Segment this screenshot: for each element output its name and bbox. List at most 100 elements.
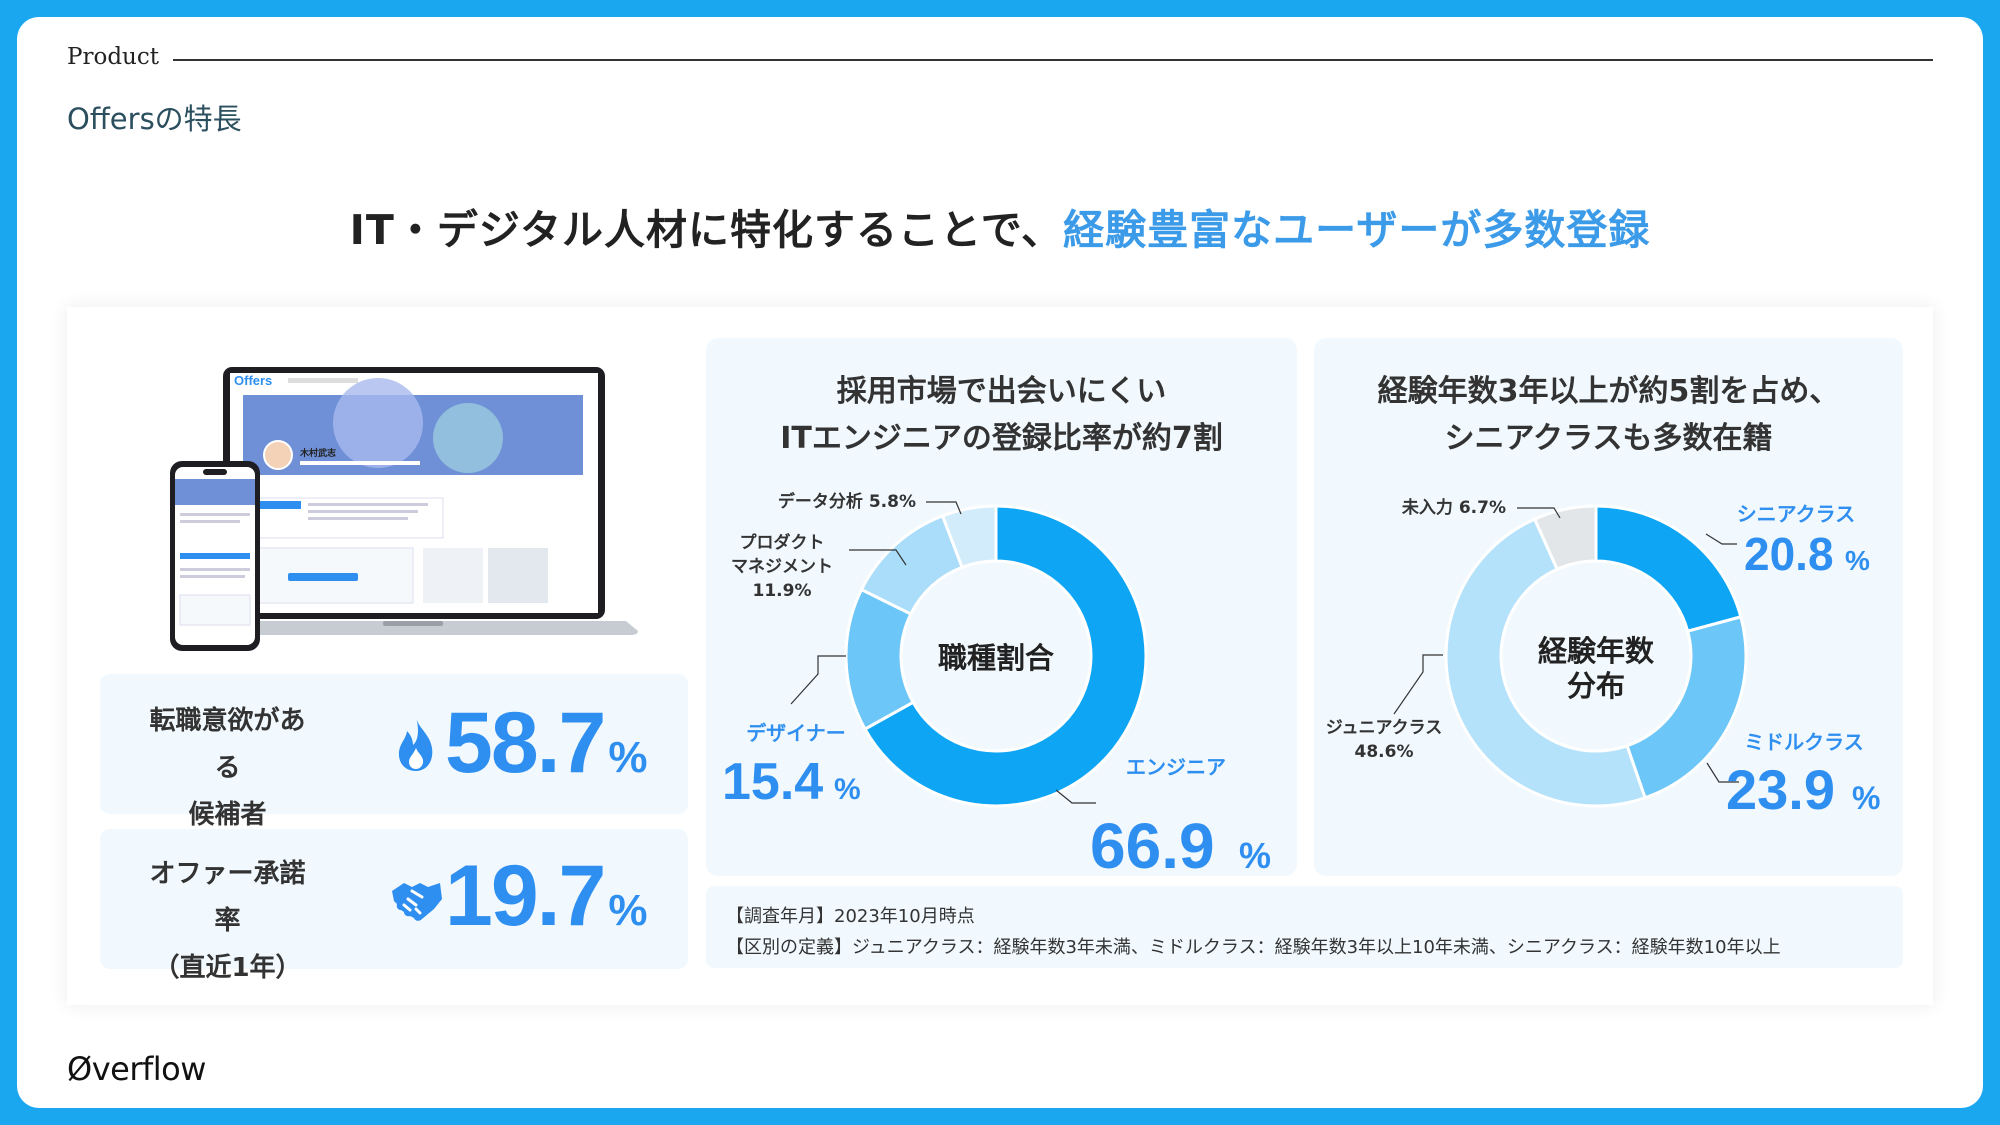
- leader-line-pm: [849, 549, 907, 566]
- donut-slices: [1444, 504, 1748, 808]
- cover-shape: [433, 403, 503, 473]
- class-definition-note: 【区別の定義】ジュニアクラス：経験年数3年未満、ミドルクラス：経験年数3年以上1…: [726, 937, 1781, 958]
- section-label: Product: [67, 44, 159, 70]
- stat-label-line2: （直近1年）: [153, 953, 302, 983]
- header-rule: [172, 59, 1933, 61]
- slice-label-pm-line1: プロダクト: [740, 532, 825, 553]
- stat-value: 58.7%: [445, 694, 648, 793]
- stat-card-acceptance: オファー承諾率 （直近1年） 19.7%: [100, 829, 688, 983]
- slice-unit-senior: %: [1845, 545, 1870, 576]
- chart-title-line1: 採用市場で出会いにくい: [836, 374, 1167, 409]
- stat-number: 58.7: [445, 695, 606, 791]
- next-action-badge: [246, 501, 301, 509]
- slice-label-junior: ジュニアクラス: [1326, 718, 1443, 738]
- stat-label: 転職意欲がある候補者: [140, 698, 315, 839]
- chart-card-experience: 経験年数3年以上が約5割を占め、 シニアクラスも多数在籍 経験年数 分布 未入力 …: [1314, 338, 1903, 876]
- text-line: [308, 503, 428, 506]
- chart-title-line2: ITエンジニアの登録比率が約7割: [780, 421, 1223, 456]
- laptop-notch: [383, 621, 443, 626]
- stat-value: 19.7%: [445, 847, 648, 946]
- device-mockup-illustration: Offers 木村武志: [170, 367, 638, 651]
- donut-slice-3: [940, 504, 998, 570]
- leader-line-middle: [1706, 762, 1739, 783]
- slide-headline: IT・デジタル人材に特化することで、経験豊富なユーザーが多数登録: [0, 196, 2000, 256]
- leader-line-engineer: [1055, 789, 1096, 804]
- slice-value-junior: 48.6%: [1355, 742, 1414, 762]
- job-card: [488, 548, 548, 603]
- text-line: [308, 517, 408, 520]
- text-line: [308, 510, 418, 513]
- leader-line-junior: [1393, 654, 1443, 715]
- donut-slice-3: [1532, 504, 1598, 572]
- slice-value-senior: 20.8: [1744, 528, 1834, 580]
- slice-value-middle: 23.9: [1726, 758, 1835, 821]
- text-line: [180, 575, 245, 578]
- profile-avatar: [263, 440, 293, 470]
- donut-slice-0: [1594, 504, 1743, 634]
- job-card: [423, 548, 483, 603]
- headline-main: IT・デジタル人材に特化することで、: [349, 206, 1064, 254]
- headline-accent: 経験豊富なユーザーが多数登録: [1063, 206, 1651, 254]
- donut-slices: [844, 504, 1148, 808]
- slide-subtitle: Offersの特長: [67, 102, 242, 136]
- donut-center-label-line2: 分布: [1567, 669, 1625, 703]
- cover-shape: [333, 378, 423, 468]
- leader-line-data: [926, 501, 962, 515]
- slice-unit-designer: %: [834, 773, 861, 806]
- chart-title: 経験年数3年以上が約5割を占め、 シニアクラスも多数在籍: [1314, 368, 1903, 462]
- app-button: [288, 573, 358, 581]
- donut-slice-2: [1444, 517, 1647, 808]
- stat-unit: %: [608, 886, 647, 935]
- flame-icon: [398, 717, 433, 771]
- phone-notch: [203, 469, 227, 475]
- chart-title-line2: シニアクラスも多数在籍: [1444, 421, 1773, 456]
- slice-value-designer: 15.4: [722, 753, 823, 811]
- donut-slice-0: [862, 504, 1148, 808]
- chart-card-job-types: 採用市場で出会いにくい ITエンジニアの登録比率が約7割 職種割合 データ分析 5…: [706, 338, 1297, 876]
- donut-slice-1: [1625, 615, 1748, 800]
- leader-line-senior: [1705, 533, 1737, 545]
- stat-label: オファー承諾率 （直近1年）: [140, 851, 315, 992]
- profile-name: 木村武志: [299, 447, 336, 459]
- laptop-base: [178, 621, 638, 635]
- slice-label-pm-line2: マネジメント: [731, 557, 833, 577]
- stat-label-line2: 候補者: [188, 800, 267, 830]
- text-line: [180, 568, 250, 571]
- slice-label-data: データ分析 5.8%: [778, 491, 916, 512]
- slice-label-senior: シニアクラス: [1737, 502, 1856, 526]
- app-logo: Offers: [234, 373, 272, 388]
- slice-value-engineer: 66.9: [1090, 810, 1215, 876]
- leader-line-none: [1517, 507, 1561, 519]
- device-mockup: Offers 木村武志: [168, 363, 648, 653]
- slice-unit-engineer: %: [1239, 835, 1271, 876]
- handshake-icon: [392, 883, 442, 921]
- chart-title-line1: 経験年数3年以上が約5割を占め、: [1377, 374, 1840, 409]
- survey-notes: 【調査年月】2023年10月時点 【区別の定義】ジュニアクラス：経験年数3年未満…: [706, 886, 1903, 968]
- slice-label-middle: ミドルクラス: [1744, 730, 1864, 754]
- stat-card-motivation: 転職意欲がある候補者 58.7%: [100, 674, 688, 830]
- donut-chart-experience: 経験年数 分布 未入力 6.7% ジュニアクラス 48.6% シニアクラス 20…: [1326, 497, 1881, 821]
- leader-line-designer: [790, 655, 846, 705]
- text-line: [180, 520, 240, 523]
- phone-card: [179, 594, 251, 626]
- section-header: Product: [67, 44, 1933, 70]
- text-line: [180, 513, 250, 516]
- profile-tags: [300, 461, 420, 465]
- donut-center-label: 職種割合: [938, 641, 1054, 675]
- donut-center-label-line1: 経験年数: [1538, 634, 1655, 668]
- slice-unit-middle: %: [1852, 780, 1880, 816]
- slice-label-designer: デザイナー: [746, 721, 846, 745]
- stat-label-line1: 転職意欲がある: [149, 706, 306, 783]
- slice-value-pm: 11.9%: [753, 581, 812, 601]
- survey-date-note: 【調査年月】2023年10月時点: [726, 906, 975, 927]
- slice-label-engineer: エンジニア: [1126, 755, 1226, 779]
- chart-title: 採用市場で出会いにくい ITエンジニアの登録比率が約7割: [706, 368, 1297, 462]
- slice-label-none: 未入力 6.7%: [1401, 497, 1506, 518]
- donut-chart-job-types: 職種割合 データ分析 5.8% プロダクト マネジメント 11.9% デザイナー…: [722, 491, 1271, 876]
- stat-unit: %: [608, 733, 647, 782]
- phone-button: [180, 553, 250, 559]
- app-navbar: [230, 373, 598, 389]
- stat-number: 19.7: [445, 848, 606, 944]
- phone-cover: [175, 479, 255, 505]
- stat-label-line1: オファー承諾率: [149, 859, 306, 936]
